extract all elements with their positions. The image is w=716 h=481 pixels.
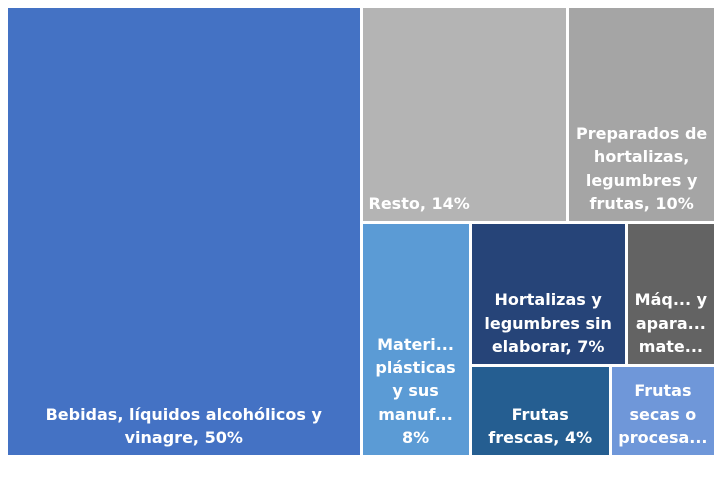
cell-label: Bebidas, líquidos alcohólicos y vinagre,… (14, 403, 354, 449)
category-label: Máq... y apara... mate... (634, 290, 708, 356)
category-label: Bebidas, líquidos alcohólicos y vinagre, (45, 404, 322, 447)
treemap: Bebidas, líquidos alcohólicos y vinagre,… (8, 8, 716, 458)
value-label: 7% (577, 336, 605, 356)
category-label: Hortalizas y legumbres sin elaborar, (484, 290, 612, 356)
category-label: Frutas frescas, (488, 404, 569, 447)
value-label: 10% (655, 193, 694, 213)
category-label: Materi... plásticas y sus manuf... (375, 335, 456, 424)
cell-label: Hortalizas y legumbres sin elaborar, 7% (478, 288, 619, 358)
treemap-cell: Frutas frescas, 4% (471, 367, 609, 455)
treemap-cell: Bebidas, líquidos alcohólicos y vinagre,… (8, 8, 360, 455)
cell-label: Materi... plásticas y sus manuf... 8% (369, 333, 463, 449)
treemap-cell: Máq... y apara... mate... (627, 224, 714, 364)
value-label: 8% (401, 427, 430, 447)
category-label: Resto, (368, 193, 426, 213)
treemap-cell: Materi... plásticas y sus manuf... 8% (362, 224, 469, 455)
value-label: 4% (564, 427, 593, 447)
treemap-cell: Preparados de hortalizas, legumbres y fr… (569, 8, 714, 221)
treemap-cell: Hortalizas y legumbres sin elaborar, 7% (471, 224, 625, 364)
value-label: 50% (204, 427, 243, 447)
cell-label: Frutas frescas, 4% (478, 403, 603, 449)
category-label: Frutas secas o procesa... (618, 381, 708, 447)
cell-label: Máq... y apara... mate... (634, 288, 708, 358)
cell-label: Frutas secas o procesa... (618, 379, 708, 449)
treemap-cell: Frutas secas o procesa... (611, 367, 714, 455)
category-label: Preparados de hortalizas, legumbres y fr… (576, 124, 708, 213)
treemap-cell: Resto, 14% (362, 8, 567, 221)
cell-label: Preparados de hortalizas, legumbres y fr… (575, 122, 708, 215)
value-label: 14% (431, 193, 470, 213)
cell-label: Resto, 14% (369, 192, 470, 215)
